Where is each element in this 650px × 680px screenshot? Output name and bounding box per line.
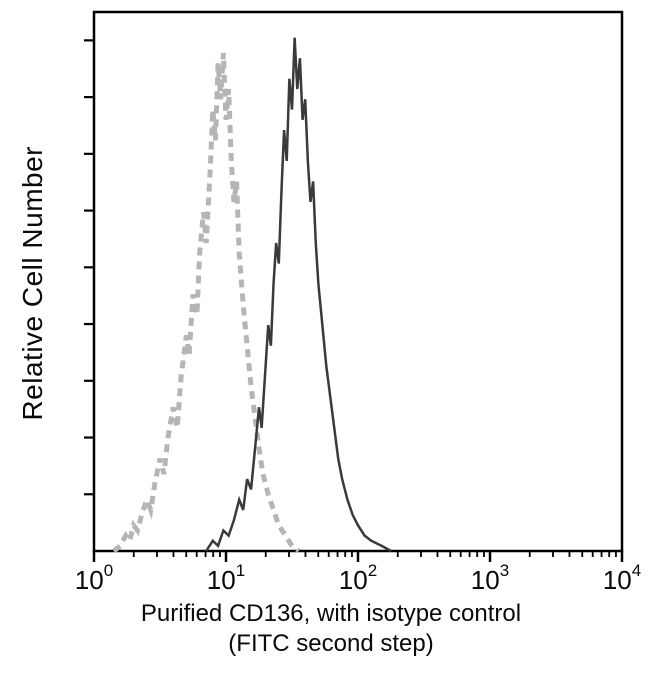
isotype-control-curve [112, 52, 301, 553]
x-axis-caption: Purified CD136, with isotype control (FI… [0, 599, 650, 659]
x-tick-label: 101 [207, 561, 245, 595]
caption-line-1: Purified CD136, with isotype control [140, 600, 522, 627]
x-tick-label: 100 [75, 561, 113, 595]
x-tick-label: 102 [339, 561, 377, 595]
caption-line-2: (FITC second step) [228, 630, 434, 657]
plot-frame [92, 10, 624, 553]
x-tick-label: 103 [471, 561, 509, 595]
x-axis-ticks [92, 551, 624, 562]
y-axis-ticks [84, 39, 94, 496]
x-tick-labels: 100 101 102 103 104 [75, 561, 641, 595]
x-tick-label: 104 [603, 561, 641, 595]
purified-cd136-curve [205, 37, 392, 553]
